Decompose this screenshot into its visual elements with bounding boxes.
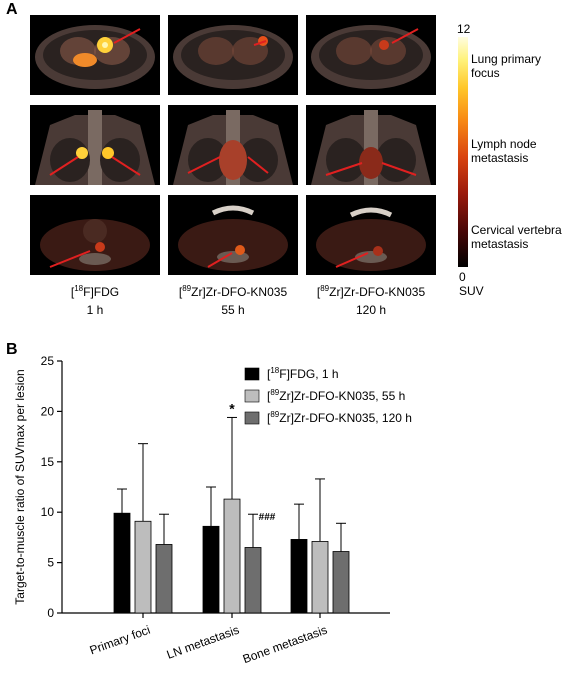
caption-zr-55h: [89Zr]Zr-DFO-KN035 55 h [158,282,308,317]
y-tick-label: 15 [41,455,55,469]
significance-annotation: ### [259,512,276,523]
y-tick-label: 20 [41,404,55,418]
legend-swatch [244,389,260,403]
caption-tracer: Zr-DFO-KN035 [205,285,288,299]
pet-image-axial-zr-55h [168,15,298,95]
caption-isotope-element: F [83,285,91,299]
bar [311,541,329,614]
bar [290,539,308,614]
colorbar-unit-label: SUV [459,284,484,298]
significance-annotation: * [229,400,235,416]
colorbar-min-label: 0 [459,270,466,284]
pet-image-grid [30,15,470,275]
caption-time: 55 h [221,303,245,317]
pet-image-cervical-fdg [30,195,160,275]
caption-tracer: FDG [93,285,120,299]
y-tick-label: 5 [47,556,54,570]
pet-image-coronal-zr-120h [306,105,436,185]
x-tick-label: Bone metastasis [241,623,329,666]
pet-image-cervical-zr-55h [168,195,298,275]
legend-swatch [244,411,260,425]
bar [155,544,173,614]
caption-isotope-mass: 89 [182,284,192,293]
pet-image-axial-fdg [30,15,160,95]
suv-colorbar [458,37,468,267]
y-axis-label: Target-to-muscle ratio of SUVmax per les… [13,369,27,604]
caption-isotope-mass: 89 [320,284,330,293]
caption-time: 1 h [86,303,104,317]
panel-a-letter: A [6,1,18,18]
bar [332,551,350,614]
pet-image-coronal-fdg [30,105,160,185]
pet-image-cervical-zr-120h [306,195,436,275]
panel-b-letter: B [6,341,18,358]
legend-swatch [244,367,260,381]
bar [202,525,220,614]
legend-entry: [89Zr]Zr-DFO-KN035, 120 h [267,410,412,425]
colorbar-max-label: 12 [457,22,471,36]
colorbar-label-lymph-node: Lymph node metastasis [471,137,537,165]
caption-tracer: Zr-DFO-KN035 [343,285,426,299]
colorbar-label-cervical-vertebra: Cervical vertebra metastasis [471,223,562,251]
bar [223,498,241,614]
pet-image-axial-zr-120h [306,15,436,95]
caption-zr-120h: [89Zr]Zr-DFO-KN035 120 h [296,282,446,317]
bar [244,547,262,614]
caption-isotope-mass: 18 [74,284,84,293]
x-tick-label: LN metastasis [165,623,241,662]
colorbar-label-lung-primary: Lung primary focus [471,52,542,80]
bar [134,520,152,614]
y-tick-label: 25 [41,354,55,368]
y-tick-label: 10 [41,505,55,519]
bar [113,512,131,614]
caption-fdg-1h: [18F]FDG 1 h [20,282,170,317]
x-tick-label: Primary foci [88,623,152,658]
legend-entry: [18F]FDG, 1 h [267,366,339,381]
pet-image-coronal-zr-55h [168,105,298,185]
caption-time: 120 h [355,303,387,317]
y-tick-label: 0 [47,606,54,620]
legend-entry: [89Zr]Zr-DFO-KN035, 55 h [267,388,405,403]
